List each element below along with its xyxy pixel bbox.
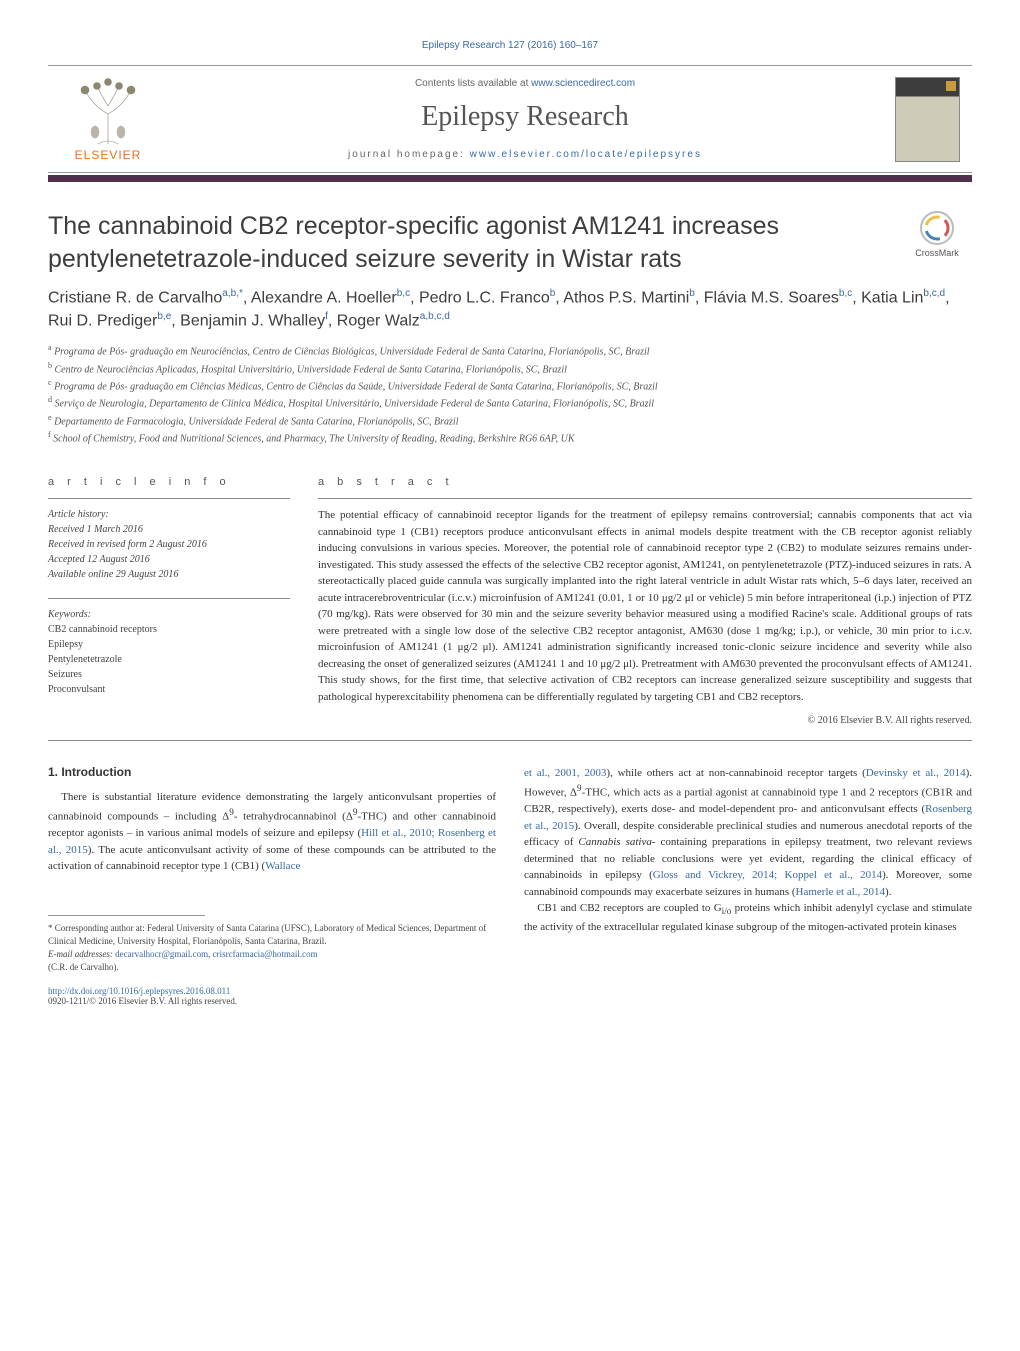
keywords-block: Keywords: CB2 cannabinoid receptorsEpile… (48, 598, 290, 697)
history-online: Available online 29 August 2016 (48, 567, 290, 582)
article-history: Article history: Received 1 March 2016 R… (48, 499, 290, 582)
author-email-2[interactable]: crisrcfarmacia@hotmail.com (213, 949, 318, 959)
journal-cover-thumbnail (895, 77, 960, 162)
keywords-label: Keywords: (48, 607, 290, 622)
crossmark-icon (919, 210, 955, 246)
sciencedirect-link[interactable]: www.sciencedirect.com (531, 78, 635, 89)
affiliation-line: c Programa de Pós- graduação em Ciências… (48, 377, 972, 394)
affiliation-line: e Departamento de Farmacologia, Universi… (48, 412, 972, 429)
keyword: Seizures (48, 667, 290, 682)
intro-text-right: et al., 2001, 2003), while others act at… (524, 765, 972, 935)
footnote-separator (48, 915, 205, 916)
affiliation-line: b Centro de Neurociências Aplicadas, Hos… (48, 360, 972, 377)
keyword: Epilepsy (48, 637, 290, 652)
journal-homepage-link[interactable]: www.elsevier.com/locate/epilepsyres (470, 149, 702, 160)
top-citation: Epilepsy Research 127 (2016) 160–167 (48, 40, 972, 51)
crossmark-label: CrossMark (915, 248, 959, 258)
history-label: Article history: (48, 507, 290, 522)
contents-available-line: Contents lists available at www.scienced… (168, 78, 882, 89)
journal-homepage-line: journal homepage: www.elsevier.com/locat… (168, 149, 882, 160)
corresponding-author-note: * Corresponding author at: Federal Unive… (48, 922, 496, 948)
author-email-1[interactable]: decarvalhocr@gmail.com (115, 949, 208, 959)
keyword: CB2 cannabinoid receptors (48, 622, 290, 637)
doi-link[interactable]: http://dx.doi.org/10.1016/j.eplepsyres.2… (48, 986, 230, 996)
history-received: Received 1 March 2016 (48, 522, 290, 537)
article-title: The cannabinoid CB2 receptor-specific ag… (48, 210, 882, 275)
history-revised: Received in revised form 2 August 2016 (48, 537, 290, 552)
abstract-label: a b s t r a c t (318, 464, 972, 499)
issn-copyright: 0920-1211/© 2016 Elsevier B.V. All right… (48, 996, 237, 1006)
elsevier-tree-icon (73, 76, 143, 146)
intro-text-left: There is substantial literature evidence… (48, 789, 496, 874)
color-rule-bar (48, 175, 972, 182)
authors-line: Cristiane R. de Carvalhoa,b,*, Alexandre… (48, 287, 972, 332)
affiliations: a Programa de Pós- graduação em Neurociê… (48, 342, 972, 446)
footnotes: * Corresponding author at: Federal Unive… (48, 922, 496, 974)
masthead: ELSEVIER Contents lists available at www… (48, 65, 972, 173)
article-info-label: a r t i c l e i n f o (48, 464, 290, 499)
keyword: Proconvulsant (48, 682, 290, 697)
intro-heading: 1. Introduction (48, 765, 496, 779)
body-column-left: 1. Introduction There is substantial lit… (48, 765, 496, 1005)
intro-para-2: et al., 2001, 2003), while others act at… (524, 765, 972, 900)
intro-para-3: CB1 and CB2 receptors are coupled to Gi/… (524, 900, 972, 935)
abstract-copyright: © 2016 Elsevier B.V. All rights reserved… (318, 715, 972, 726)
email-whom: (C.R. de Carvalho). (48, 961, 496, 974)
keyword: Pentylenetetrazole (48, 652, 290, 667)
body-two-column: 1. Introduction There is substantial lit… (48, 765, 972, 1005)
contents-prefix: Contents lists available at (415, 78, 531, 89)
affiliation-line: a Programa de Pós- graduação em Neurociê… (48, 342, 972, 359)
body-column-right: et al., 2001, 2003), while others act at… (524, 765, 972, 1005)
abstract-bottom-rule (48, 740, 972, 741)
crossmark-badge[interactable]: CrossMark (902, 210, 972, 258)
email-label: E-mail addresses: (48, 949, 115, 959)
abstract-column: a b s t r a c t The potential efficacy o… (318, 464, 972, 726)
intro-para-1: There is substantial literature evidence… (48, 789, 496, 874)
doi-block: http://dx.doi.org/10.1016/j.eplepsyres.2… (48, 986, 496, 1006)
publisher-block: ELSEVIER (48, 76, 168, 162)
affiliation-line: d Serviço de Neurologia, Departamento de… (48, 394, 972, 411)
homepage-prefix: journal homepage: (348, 149, 470, 160)
journal-name: Epilepsy Research (168, 101, 882, 133)
article-info-column: a r t i c l e i n f o Article history: R… (48, 464, 290, 726)
affiliation-line: f School of Chemistry, Food and Nutritio… (48, 429, 972, 446)
abstract-text: The potential efficacy of cannabinoid re… (318, 499, 972, 705)
elsevier-wordmark: ELSEVIER (48, 148, 168, 162)
masthead-center: Contents lists available at www.scienced… (168, 78, 882, 160)
history-accepted: Accepted 12 August 2016 (48, 552, 290, 567)
email-line: E-mail addresses: decarvalhocr@gmail.com… (48, 948, 496, 961)
masthead-right (882, 77, 972, 162)
corr-label: * Corresponding author at: (48, 923, 145, 933)
